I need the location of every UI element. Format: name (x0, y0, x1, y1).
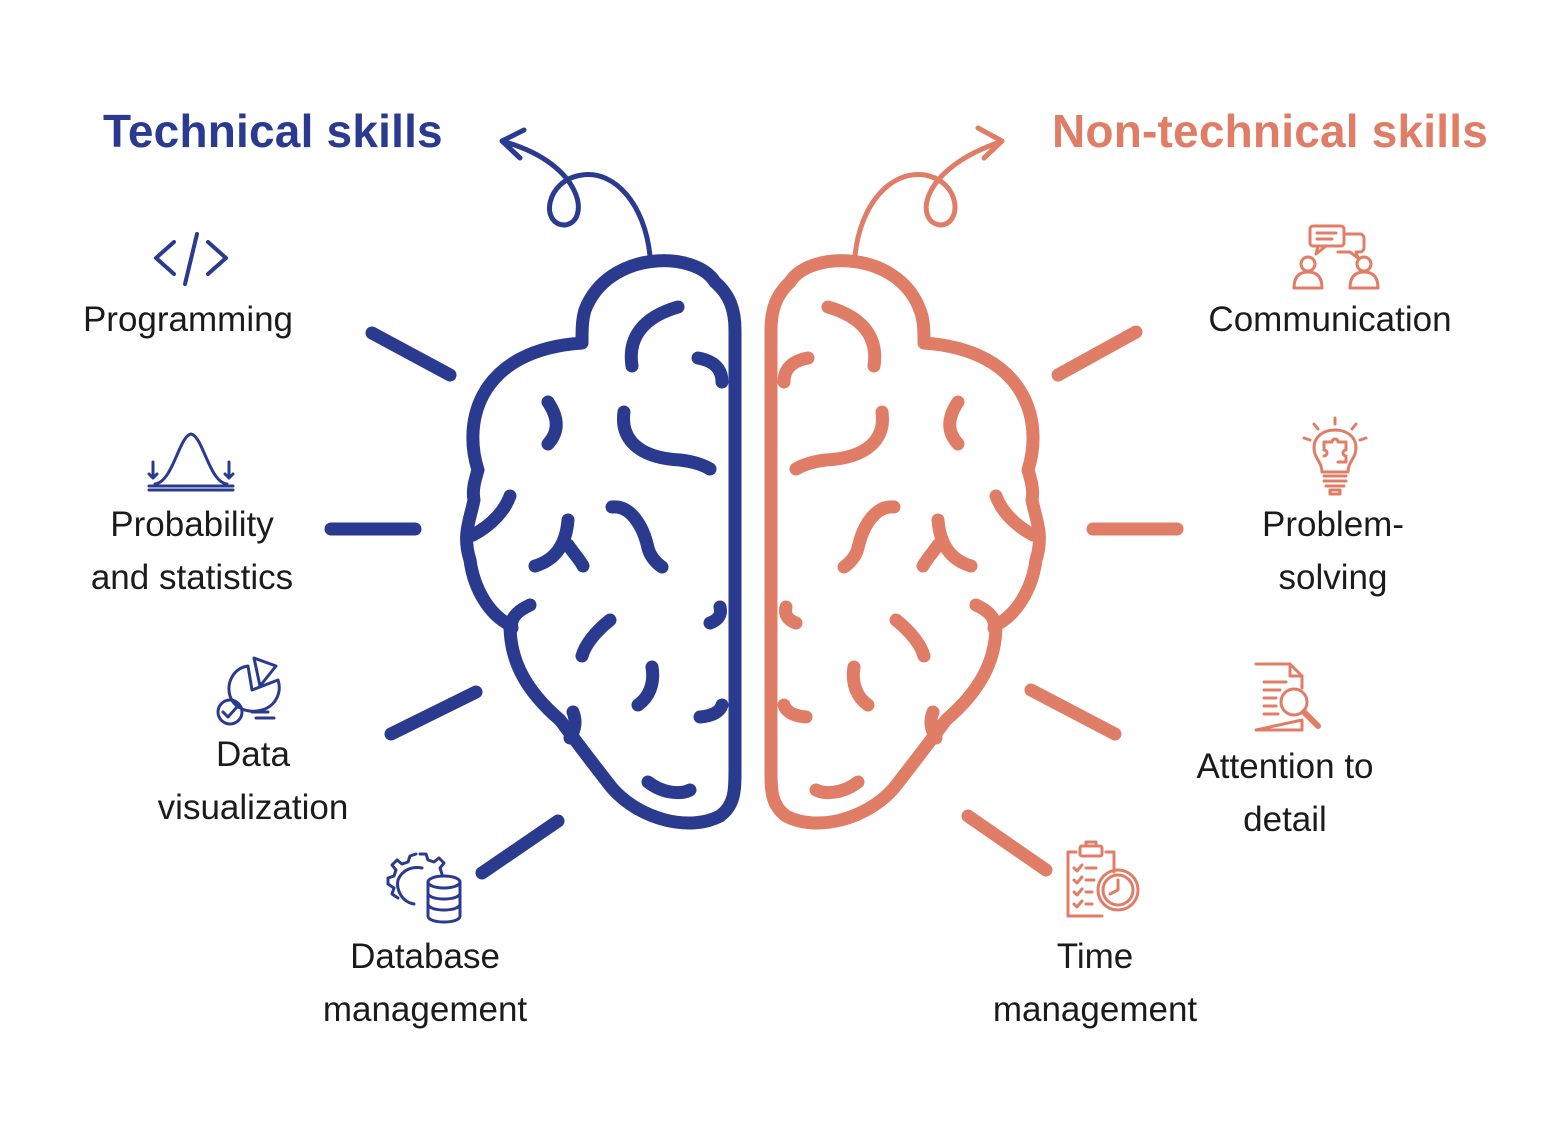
ray-data-visualization (384, 685, 483, 741)
technical-rays (324, 326, 565, 880)
skill-label-database-management: Database management (322, 937, 528, 1029)
skill-label-time-management: Time management (992, 937, 1198, 1029)
skill-label-data-visualization: Data visualization (157, 735, 349, 827)
skill-label-communication: Communication (1208, 300, 1452, 339)
non-technical-skills-title: Non-technical skills (1052, 105, 1489, 157)
technical-skills-title: Technical skills (103, 105, 443, 157)
right-brain-hemisphere (764, 254, 1046, 830)
skill-label-problem-solving: Problem- solving (1262, 505, 1404, 597)
skill-label-programming: Programming (82, 300, 294, 339)
ray-database (475, 814, 565, 880)
non-technical-arrow-icon (852, 125, 1005, 259)
code-icon (154, 232, 228, 286)
document-magnifier-icon (1254, 662, 1321, 732)
database-gear-icon (386, 852, 462, 924)
skill-label-probability-statistics: Probability and statistics (90, 505, 294, 597)
ray-communication (1051, 325, 1143, 382)
clipboard-clock-icon (1066, 840, 1140, 918)
lightbulb-puzzle-icon (1302, 416, 1368, 496)
bell-curve-icon (147, 432, 235, 492)
ray-attention (1024, 683, 1122, 741)
non-technical-rays (961, 325, 1184, 877)
skill-label-attention-to-detail: Attention to detail (1196, 747, 1374, 839)
pie-chart-icon (216, 656, 281, 726)
people-chat-icon (1292, 224, 1380, 290)
ray-time (961, 809, 1053, 877)
ray-programming (365, 326, 457, 382)
technical-arrow-icon (499, 127, 653, 259)
left-brain-hemisphere (460, 254, 742, 830)
